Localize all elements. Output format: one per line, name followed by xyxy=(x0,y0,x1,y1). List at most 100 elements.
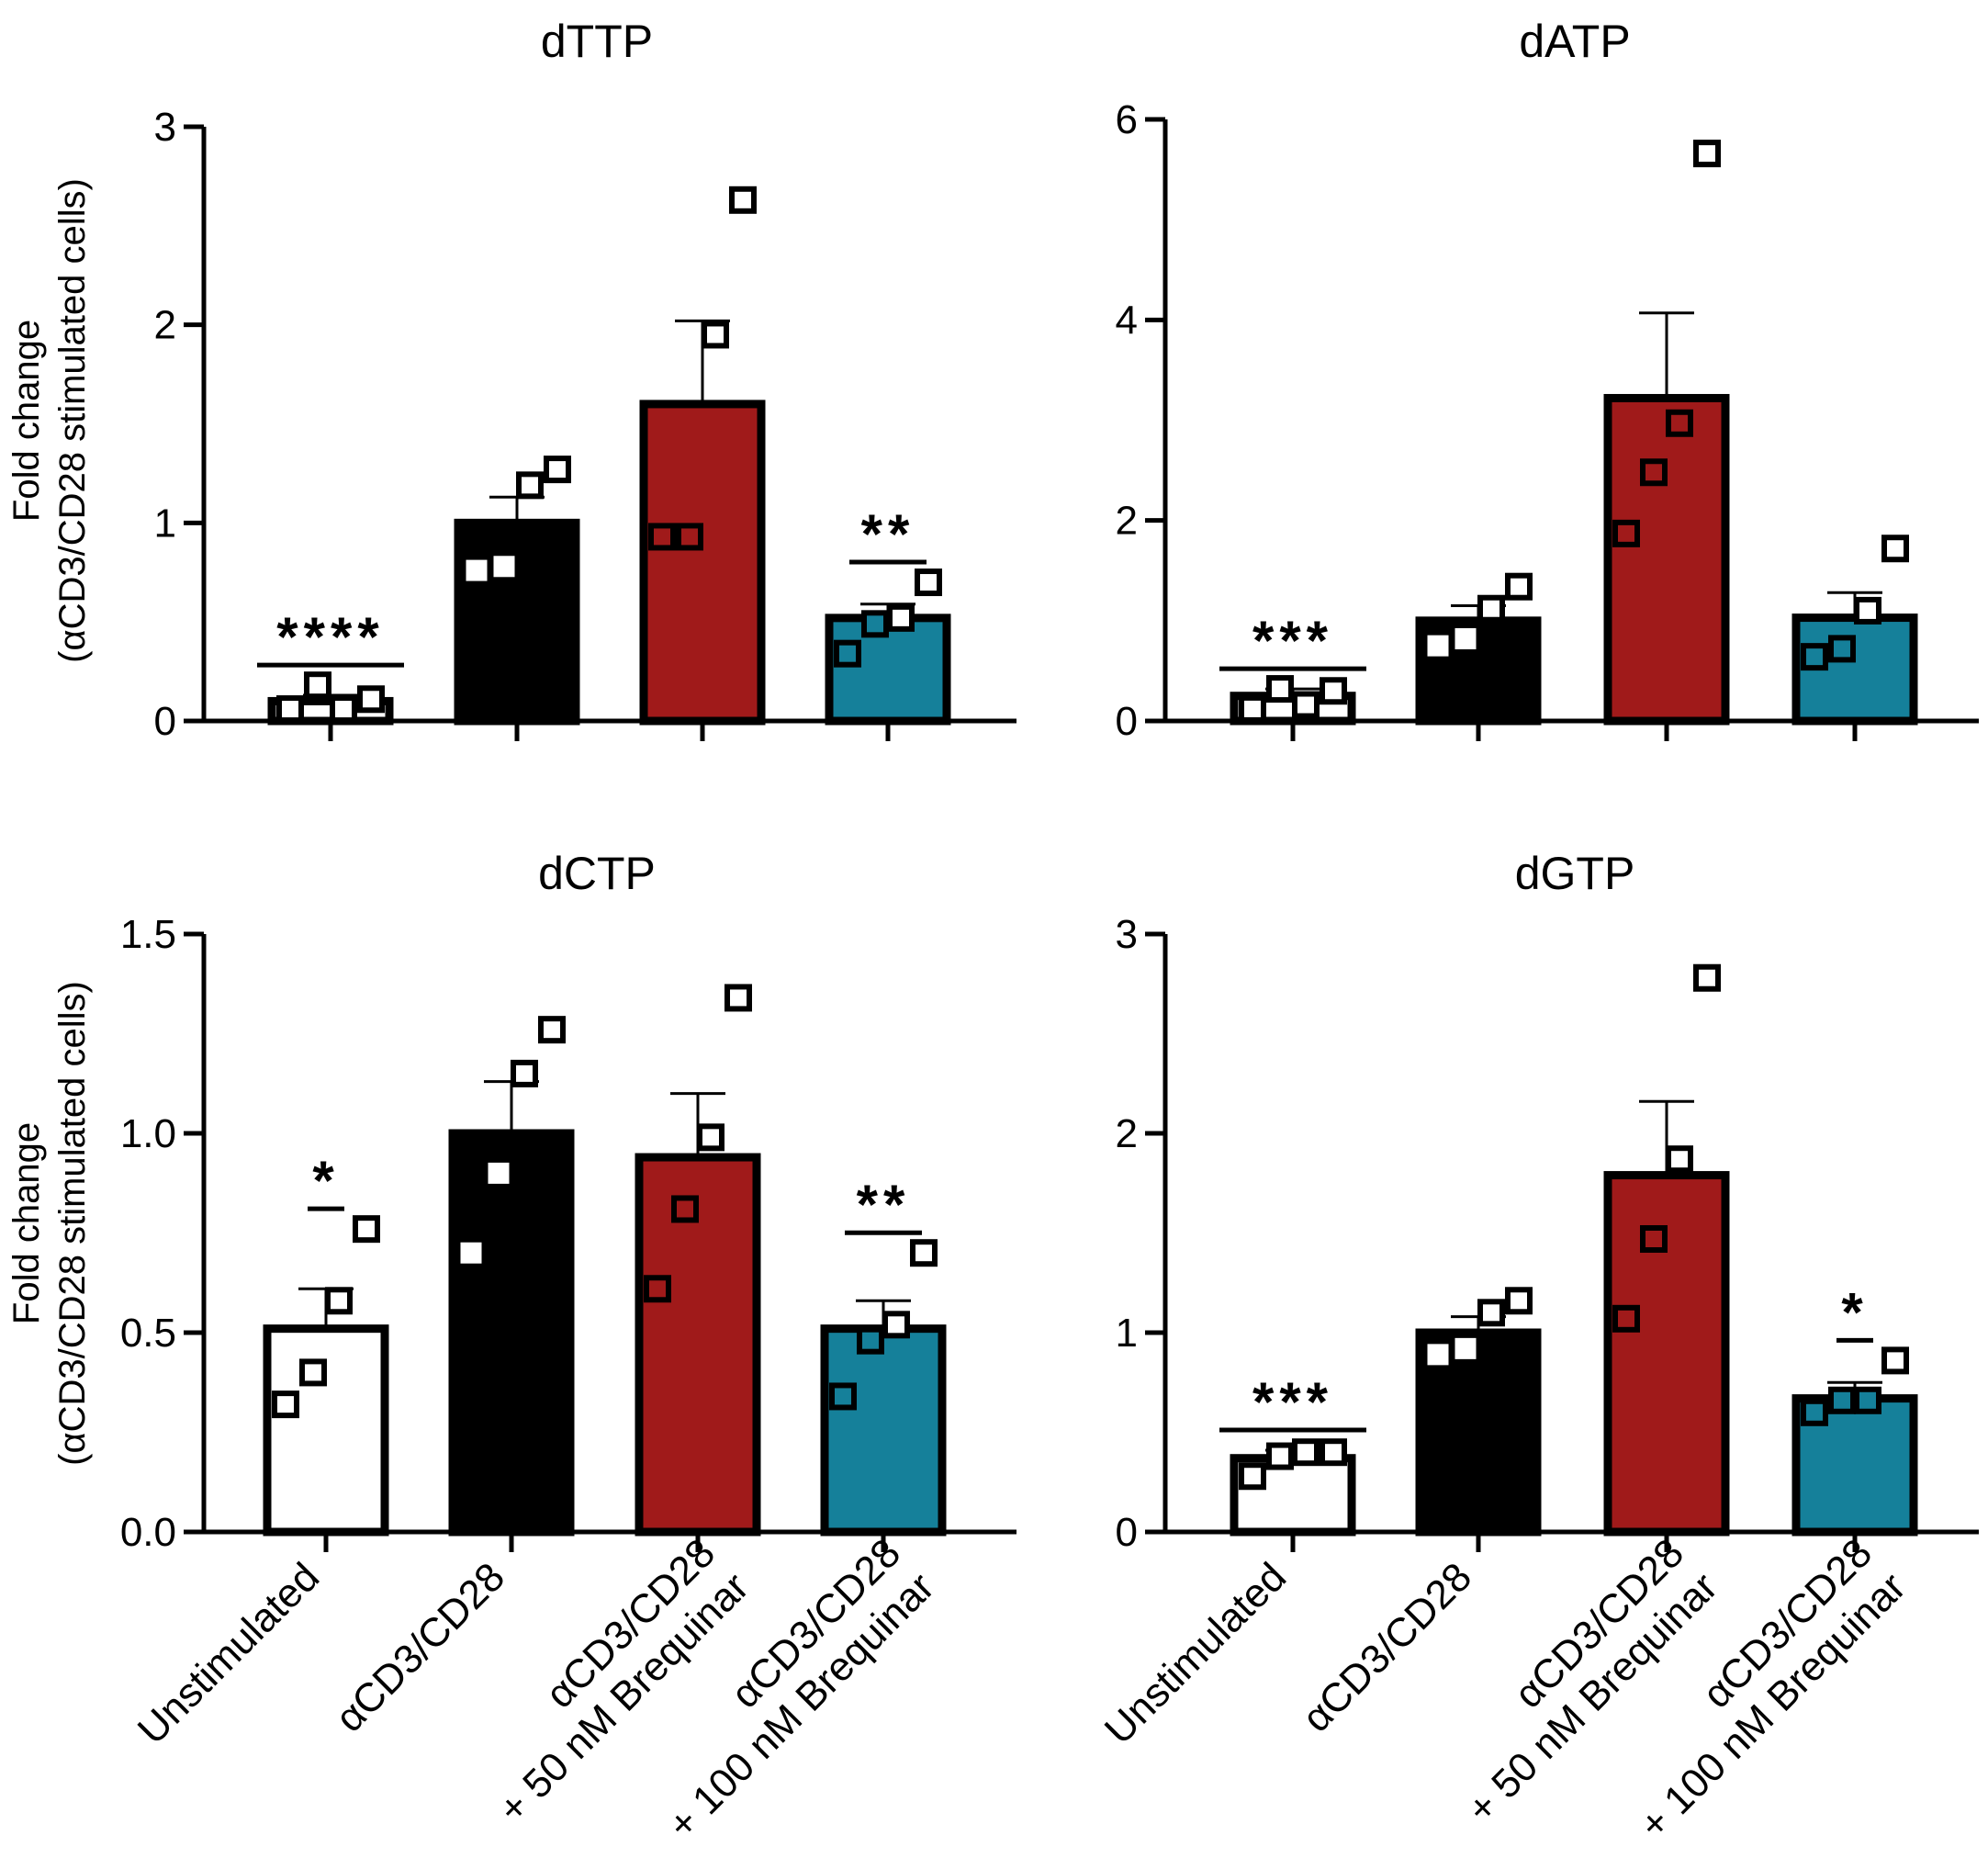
y-tick-label: 3 xyxy=(154,105,176,150)
data-point xyxy=(299,1358,327,1387)
chart-panel-datp: dATP 0 2 4 6 *** xyxy=(1116,16,1979,744)
y-tick-label: 1 xyxy=(1116,1311,1138,1356)
data-point xyxy=(729,186,757,214)
data-point xyxy=(1881,535,1909,563)
significance-stars-unstimulated: **** xyxy=(276,606,384,668)
data-point xyxy=(648,523,676,551)
y-axis-label-line1-bottom: Fold change xyxy=(6,1122,47,1324)
data-point xyxy=(697,1123,724,1152)
data-point xyxy=(487,1161,511,1185)
y-tick-label: 2 xyxy=(154,303,176,348)
data-point xyxy=(1292,691,1320,719)
data-point xyxy=(644,1275,671,1303)
y-tick-label: 1 xyxy=(154,501,176,546)
chart-title: dTTP xyxy=(541,16,653,67)
data-point xyxy=(511,1059,538,1087)
data-point xyxy=(304,671,331,700)
y-tick-label: 1.0 xyxy=(120,1111,176,1156)
data-point xyxy=(1454,1336,1477,1360)
data-point xyxy=(1266,1442,1294,1470)
data-point xyxy=(1266,675,1294,704)
data-point xyxy=(1881,1346,1909,1375)
data-point xyxy=(1801,1398,1828,1426)
x-category-label-line: αCD3/CD28 xyxy=(327,1554,513,1740)
x-category-label-acd3-cd28: αCD3/CD28 xyxy=(327,1554,513,1740)
data-point xyxy=(1320,1438,1347,1467)
data-point xyxy=(1693,963,1721,992)
data-point xyxy=(857,1326,884,1355)
data-point xyxy=(1426,1343,1450,1367)
data-point xyxy=(1477,594,1505,623)
chart-title: dCTP xyxy=(538,848,656,899)
y-tick-label: 6 xyxy=(1116,97,1138,142)
data-point xyxy=(459,1241,483,1265)
data-point xyxy=(882,1311,910,1339)
data-point xyxy=(1854,596,1881,625)
data-point xyxy=(544,456,571,484)
y-tick-label: 2 xyxy=(1116,1111,1138,1156)
data-point xyxy=(1612,1304,1640,1333)
data-point xyxy=(1828,1386,1856,1414)
bar-acd3-cd28-50nm-brequinar xyxy=(639,400,766,726)
data-point xyxy=(516,471,544,500)
chart-title: dATP xyxy=(1519,16,1630,67)
data-point xyxy=(1505,572,1533,601)
significance-stars-unstimulated: *** xyxy=(1252,610,1333,671)
data-point xyxy=(724,984,752,1012)
y-tick-label: 2 xyxy=(1116,499,1138,544)
significance-stars-unstimulated: *** xyxy=(1252,1371,1333,1433)
x-category-label-acd3-cd28: αCD3/CD28 xyxy=(1294,1554,1480,1740)
data-point xyxy=(353,1215,380,1244)
data-point xyxy=(1239,694,1266,723)
data-point xyxy=(272,1390,299,1419)
data-point xyxy=(1477,1299,1505,1327)
data-point xyxy=(915,569,942,597)
bar-acd3-cd28 xyxy=(448,1129,575,1537)
y-axis-label-line2-bottom: (αCD3/CD28 stimulated cells) xyxy=(52,981,93,1466)
chart-title: dGTP xyxy=(1515,848,1635,899)
x-category-label-line: Unstimulated xyxy=(129,1554,328,1752)
data-point xyxy=(671,1195,699,1223)
data-point xyxy=(492,555,516,579)
x-category-label-line: Unstimulated xyxy=(1096,1554,1295,1752)
bar-acd3-cd28-100nm-brequinar xyxy=(820,1324,947,1537)
data-point xyxy=(357,685,385,714)
data-point xyxy=(1454,626,1477,650)
data-point xyxy=(1320,677,1347,705)
data-point xyxy=(1505,1287,1533,1315)
data-point xyxy=(861,610,889,638)
significance-stars-acd3-cd28-100nm-brequinar: * xyxy=(1841,1281,1868,1343)
bar-acd3-cd28 xyxy=(454,518,580,726)
y-axis-label-line1-top: Fold change xyxy=(6,320,47,522)
data-point xyxy=(887,603,915,632)
x-category-label-unstimulated: Unstimulated xyxy=(129,1554,328,1752)
data-point xyxy=(465,558,489,582)
data-point xyxy=(910,1239,938,1267)
data-point xyxy=(276,695,304,724)
data-point xyxy=(1292,1438,1320,1467)
data-point xyxy=(1239,1462,1266,1491)
data-point xyxy=(538,1016,566,1044)
data-point xyxy=(1426,634,1450,658)
significance-stars-acd3-cd28-100nm-brequinar: ** xyxy=(861,503,915,565)
y-tick-label: 4 xyxy=(1116,298,1138,343)
data-point xyxy=(1801,643,1828,671)
significance-stars-acd3-cd28-100nm-brequinar: ** xyxy=(857,1174,911,1235)
data-point xyxy=(1693,140,1721,168)
data-point xyxy=(1666,1145,1693,1174)
data-point xyxy=(834,639,861,668)
data-point xyxy=(702,321,729,349)
x-category-label-unstimulated: Unstimulated xyxy=(1096,1554,1295,1752)
x-category-label-line: αCD3/CD28 xyxy=(1294,1554,1480,1740)
bar-acd3-cd28-50nm-brequinar xyxy=(1603,393,1730,726)
y-tick-label: 0 xyxy=(1116,1510,1138,1555)
data-point xyxy=(1640,1225,1668,1254)
y-tick-label: 0.0 xyxy=(120,1510,176,1555)
data-point xyxy=(1854,1386,1881,1414)
data-point xyxy=(1666,409,1693,437)
data-point xyxy=(1828,635,1856,663)
data-point xyxy=(676,523,703,551)
